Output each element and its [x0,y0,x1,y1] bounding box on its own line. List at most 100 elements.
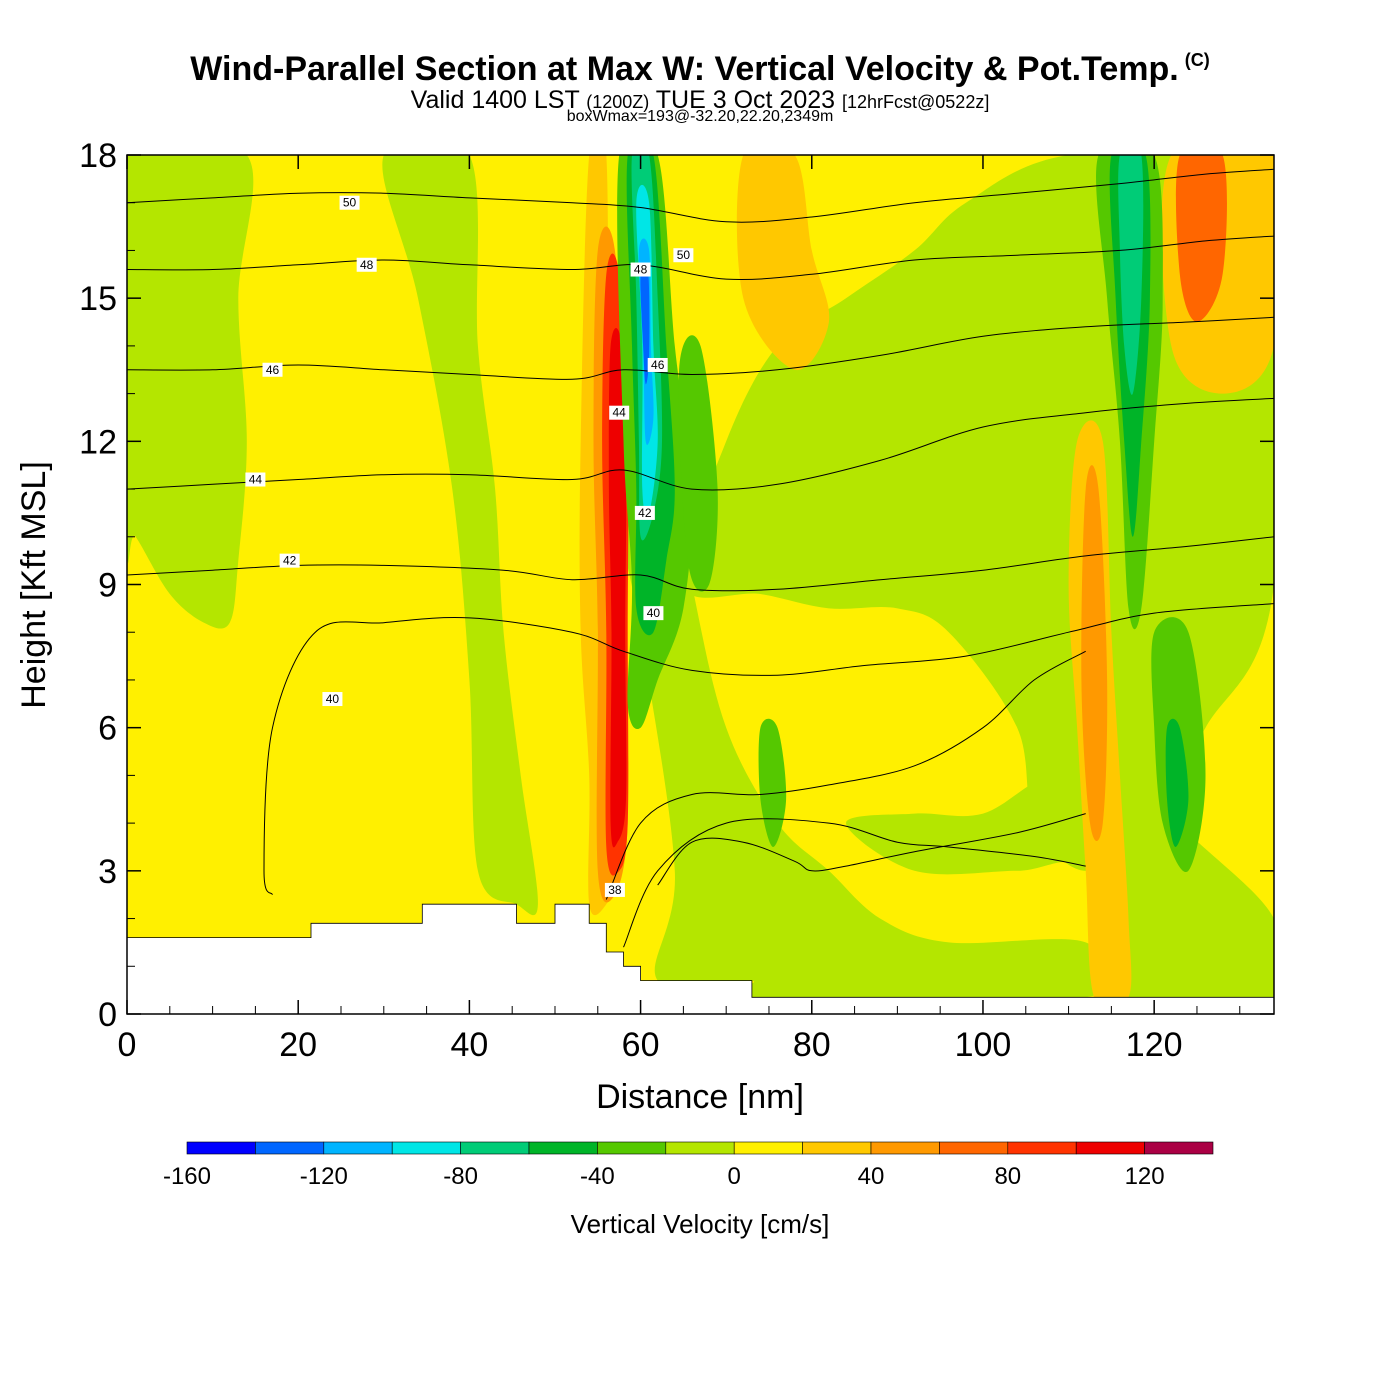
contour-label-text: 42 [638,506,652,520]
velocity-region-lime-2 [605,249,1117,1003]
axes-layer: 0 20 40 60 80 100 120 0 3 6 9 12 15 18 [79,137,1274,1064]
colorbar-swatch-gold [802,1141,872,1155]
theta-contour-36-0 [623,818,1086,948]
contour-label-bg [339,195,360,210]
x-tick-label: 120 [1126,1026,1183,1064]
y-tick-label: 6 [98,710,117,748]
colorbar-swatch-yellow [733,1141,803,1155]
theta-contour-layer [127,168,1274,948]
colorbar-tick-label: -160 [163,1163,211,1190]
colorbar: -160 -120 -80 -40 0 40 80 120 [163,1141,1214,1190]
colorbar-swatch-red [1075,1141,1145,1155]
y-tick-label: 9 [98,567,117,605]
contour-label-text: 40 [326,692,340,706]
contour-label-38-6: 38 [604,882,625,897]
contour-label-layer: 50 48 46 44 42 40 38 48 50 46 44 42 40 [245,195,694,897]
contour-label-text: 42 [283,554,297,568]
y-tick-label: 15 [79,280,117,318]
contour-label-bg [262,362,283,377]
velocity-region-lime-1 [382,155,538,916]
valid-date: TUE 3 Oct 2023 [655,86,836,114]
y-axis-label: Height [Kft MSL] [15,461,53,709]
contour-label-42-4: 42 [279,553,300,568]
contour-label-bg [630,262,651,277]
contour-label-text: 44 [613,406,627,420]
copyright-mark: (C) [1184,50,1210,70]
velocity-region-orange2-11 [1175,155,1227,322]
colorbar-swatch-maroon [1144,1141,1214,1155]
colorbar-tick-label: -80 [443,1163,478,1190]
y-tick-label: 0 [98,996,117,1034]
colorbar-tick-label: -40 [580,1163,615,1190]
velocity-region-green2-15 [678,335,718,592]
velocity-region-red-13 [608,327,627,848]
theta-contour-48-7 [127,235,1274,281]
terrain-mask [127,903,1274,1014]
theta-contour-36-1 [657,813,1086,886]
theta-contour-40-3 [263,603,1274,895]
contour-label-text: 46 [651,358,665,372]
utc-time: (1200Z) [586,92,650,112]
theta-contour-38-2 [605,650,1086,900]
colorbar-swatch-teal [460,1141,530,1155]
contour-label-bg [604,882,625,897]
theta-contour-46-6 [127,316,1274,380]
x-tick-label: 40 [450,1026,488,1064]
y-tick-label: 3 [98,853,117,891]
colorbar-label: Vertical Velocity [cm/s] [571,1209,830,1239]
colorbar-swatch-red2 [1007,1141,1077,1155]
x-tick-label: 60 [622,1026,660,1064]
colorbar-swatch-green2 [597,1141,667,1155]
contour-label-48-1: 48 [356,257,377,272]
colorbar-tick-label: 120 [1125,1163,1165,1190]
colorbar-swatch-green [528,1141,598,1155]
y-tick-label: 18 [79,137,117,175]
contour-label-40-5: 40 [322,692,343,707]
contour-label-50-8: 50 [673,248,694,263]
x-axis-label: Distance [nm] [596,1078,804,1116]
contour-label-bg [245,472,266,487]
contour-label-text: 50 [343,196,357,210]
colorbar-swatch-cyan [391,1141,461,1155]
title-text: Wind-Parallel Section at Max W: Vertical… [190,50,1179,88]
contour-label-48-7: 48 [630,262,651,277]
velocity-region-green2-16 [758,718,787,847]
colorbar-swatch-lime [665,1141,735,1155]
contour-label-44-3: 44 [245,472,266,487]
contour-label-42-11: 42 [634,505,655,520]
colorbar-tick-label: -120 [300,1163,348,1190]
box-wmax-info: boxWmax=193@-32.20,22.20,2349m [566,108,834,125]
contour-label-text: 46 [266,363,280,377]
velocity-region-blue2-26 [640,264,650,385]
valid-time: Valid 1400 LST [410,86,580,114]
velocity-region-teal-23 [1118,155,1144,395]
contour-label-bg [279,553,300,568]
x-tick-label: 0 [118,1026,137,1064]
x-tick-label: 80 [793,1026,831,1064]
contour-label-bg [643,606,664,621]
contour-label-44-10: 44 [609,405,630,420]
terrain-layer [127,903,1274,1014]
velocity-region-orange-10 [1081,465,1108,842]
forecast-info: [12hrFcst@0522z] [841,92,990,112]
velocity-region-gold-5 [736,155,830,370]
colorbar-tick-label: 40 [858,1163,885,1190]
contour-label-bg [356,257,377,272]
contour-label-text: 44 [249,473,263,487]
theta-contour-44-5 [127,397,1274,491]
contour-label-bg [647,357,668,372]
velocity-fill-layer [127,155,1274,1011]
colorbar-swatch-orange2 [939,1141,1009,1155]
colorbar-swatch-sky [323,1141,393,1155]
y-tick-label: 12 [79,423,117,461]
theta-contour-50-8 [127,168,1274,223]
colorbar-tick-label: 0 [728,1163,741,1190]
contour-label-46-9: 46 [647,357,668,372]
chart-title: Wind-Parallel Section at Max W: Vertical… [0,50,1400,89]
contour-label-text: 50 [677,248,691,262]
contour-label-bg [322,692,343,707]
contour-label-40-12: 40 [643,606,664,621]
velocity-region-green-21 [1165,718,1189,847]
contour-label-text: 38 [608,883,622,897]
